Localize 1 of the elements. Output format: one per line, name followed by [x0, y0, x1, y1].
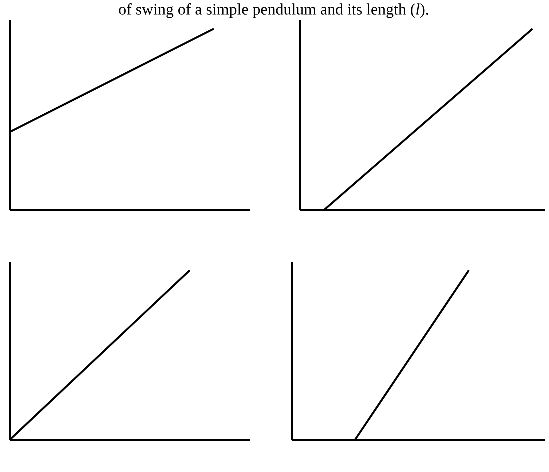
chart-title: of swing of a simple pendulum and its length (l).: [119, 4, 428, 18]
